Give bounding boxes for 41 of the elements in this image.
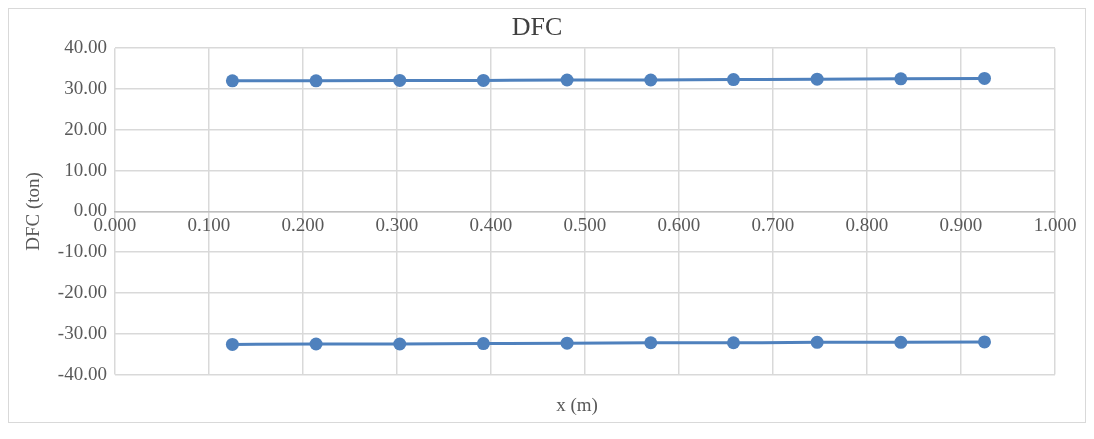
y-tick-label: -10.00 — [57, 240, 107, 262]
point — [644, 73, 658, 87]
chart-title: DFC — [511, 12, 563, 42]
point — [393, 73, 407, 87]
point — [309, 337, 323, 351]
x-tick-label: 0.700 — [751, 213, 795, 235]
point — [726, 336, 740, 350]
point — [810, 335, 824, 349]
y-tick-label: 20.00 — [64, 117, 107, 139]
point — [560, 73, 574, 87]
point — [644, 336, 658, 350]
x-tick-label: 0.300 — [375, 213, 419, 235]
point — [476, 73, 490, 87]
point — [225, 74, 239, 88]
x-tick-label: 0.200 — [281, 213, 325, 235]
point — [894, 335, 908, 349]
point — [810, 72, 824, 86]
point — [726, 73, 740, 87]
point — [894, 72, 908, 86]
point — [977, 335, 991, 349]
point — [476, 337, 490, 351]
point — [225, 337, 239, 351]
y-tick-label: 10.00 — [64, 158, 107, 180]
point — [309, 74, 323, 88]
y-axis-title: DFC (ton) — [22, 172, 45, 251]
x-tick-label: 0.500 — [563, 213, 607, 235]
y-tick-label: -20.00 — [57, 280, 107, 302]
y-tick-label: -30.00 — [57, 321, 107, 343]
y-tick-label: 40.00 — [64, 36, 107, 58]
x-tick-label: 0.100 — [187, 213, 231, 235]
y-tick-label: 30.00 — [64, 76, 107, 98]
y-tick-label: -40.00 — [57, 362, 107, 384]
x-tick-label: 0.800 — [845, 213, 889, 235]
x-tick-label: 1.000 — [1033, 213, 1077, 235]
point — [393, 337, 407, 351]
x-tick-label: 0.600 — [657, 213, 701, 235]
point — [977, 71, 991, 85]
point — [560, 336, 574, 350]
x-tick-label: 0.400 — [469, 213, 513, 235]
x-tick-label: 0.900 — [939, 213, 983, 235]
x-axis-title: x (m) — [555, 394, 599, 417]
